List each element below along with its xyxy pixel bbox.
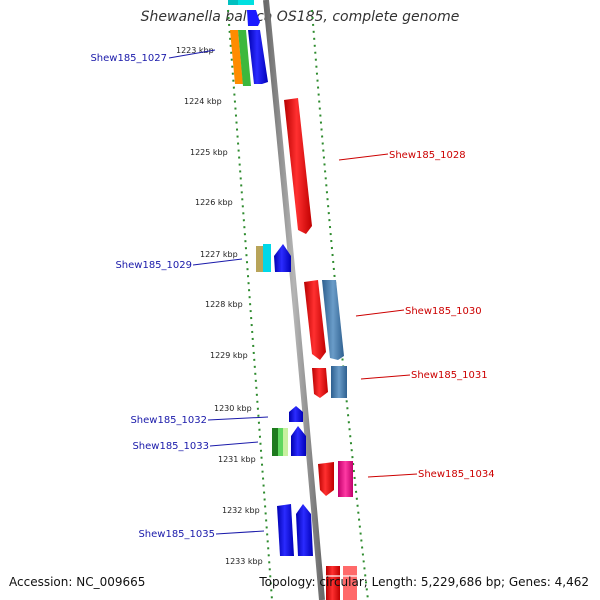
leader-1032	[207, 416, 269, 421]
gene-label-left[interactable]: Shew185_1027	[90, 53, 167, 64]
scale-label: 1225 kbp	[190, 148, 228, 157]
gene-label-right[interactable]: Shew185_1031	[411, 370, 488, 381]
leader-1030	[355, 309, 405, 317]
feature-cluster-1033[interactable]	[272, 426, 306, 456]
scale-label: 1226 kbp	[195, 198, 233, 207]
leader-1029	[192, 258, 243, 266]
scale-label: 1229 kbp	[210, 351, 248, 360]
scale-label: 1227 kbp	[200, 250, 238, 259]
gene-feature-1034b[interactable]	[338, 461, 353, 497]
leader-1035	[215, 530, 265, 535]
leader-1033	[209, 441, 259, 447]
gene-feature-1030a[interactable]	[304, 280, 326, 360]
gene-label-right[interactable]: Shew185_1028	[389, 150, 466, 161]
genome-stats-text: Topology: circular; Length: 5,229,686 bp…	[259, 575, 589, 589]
scale-labels: 1223 kbp 1224 kbp 1225 kbp 1226 kbp 1227 kbp…	[176, 46, 263, 566]
gene-feature-1034a[interactable]	[318, 462, 334, 496]
leader-1028	[338, 153, 389, 161]
scale-label: 1224 kbp	[184, 97, 222, 106]
feature-cluster-1029[interactable]	[256, 244, 291, 272]
leader-1031	[360, 374, 411, 380]
feature-cluster-1027[interactable]	[228, 0, 268, 86]
scale-label: 1223 kbp	[176, 46, 214, 55]
feature-cluster-1035[interactable]	[277, 504, 313, 556]
gene-label-left[interactable]: Shew185_1032	[130, 415, 207, 426]
gene-label-right[interactable]: Shew185_1034	[418, 469, 495, 480]
genome-backbone	[263, 0, 325, 600]
gene-label-left[interactable]: Shew185_1035	[138, 529, 215, 540]
gene-feature-1031b[interactable]	[331, 366, 347, 398]
scale-label: 1232 kbp	[222, 506, 260, 515]
map-title: Shewanella baltica OS185, complete genom…	[140, 9, 460, 25]
gene-labels-left: Shew185_1027 Shew185_1029 Shew185_1032 Shew…	[90, 53, 215, 540]
gene-feature-1028[interactable]	[284, 98, 312, 234]
gene-label-left[interactable]: Shew185_1033	[132, 441, 209, 452]
gene-label-right[interactable]: Shew185_1030	[405, 306, 482, 317]
gene-feature-1032[interactable]	[289, 406, 303, 422]
gene-labels-right: Shew185_1028 Shew185_1030 Shew185_1031 Shew…	[389, 150, 495, 480]
gene-feature-1030b[interactable]	[322, 280, 344, 360]
accession-text: Accession: NC_009665	[9, 575, 146, 589]
scale-label: 1231 kbp	[218, 455, 256, 464]
scale-label: 1233 kbp	[225, 557, 263, 566]
leader-1034	[367, 473, 418, 478]
gene-feature-1031a[interactable]	[312, 368, 328, 398]
scale-label: 1230 kbp	[214, 404, 252, 413]
scale-label: 1228 kbp	[205, 300, 243, 309]
gene-label-left[interactable]: Shew185_1029	[115, 260, 192, 271]
feature-cluster-bottom[interactable]	[326, 566, 357, 600]
label-leaders	[168, 49, 418, 535]
leader-1027	[168, 49, 216, 59]
